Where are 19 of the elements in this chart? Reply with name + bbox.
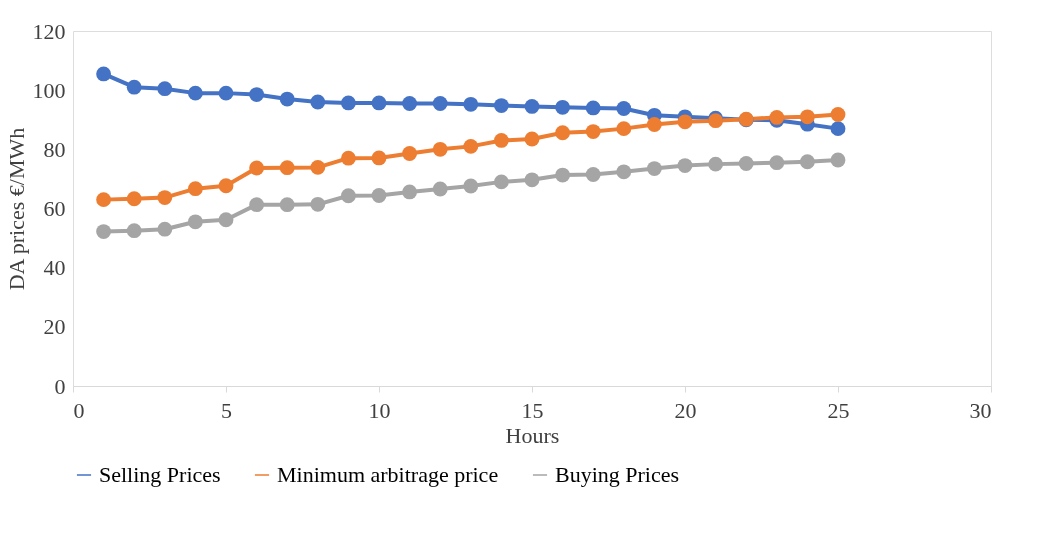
- x-tick-label: 15: [521, 397, 544, 423]
- y-tick-label: 60: [43, 196, 66, 221]
- y-tick-label: 40: [43, 255, 66, 281]
- y-tick-label: 80: [43, 136, 66, 162]
- x-axis-title: Hours: [505, 422, 560, 448]
- y-axis-title: DA prices €/MWh: [3, 127, 29, 291]
- legend-label: Minimum arbitrage price: [277, 462, 499, 487]
- legend-label: Buying Prices: [555, 462, 680, 487]
- x-tick-label: 25: [827, 397, 850, 423]
- y-tick-label: 20: [43, 314, 66, 340]
- x-tick-label: 5: [221, 397, 232, 423]
- y-tick-label: 0: [54, 373, 66, 399]
- x-tick-label: 30: [969, 397, 992, 423]
- x-tick-label: 10: [368, 397, 391, 423]
- x-tick-label: 20: [674, 397, 697, 423]
- x-tick-label: 0: [73, 397, 85, 423]
- y-tick-label: 100: [32, 77, 66, 103]
- legend-label: Selling Prices: [99, 462, 221, 487]
- y-tick-label: 120: [32, 18, 66, 44]
